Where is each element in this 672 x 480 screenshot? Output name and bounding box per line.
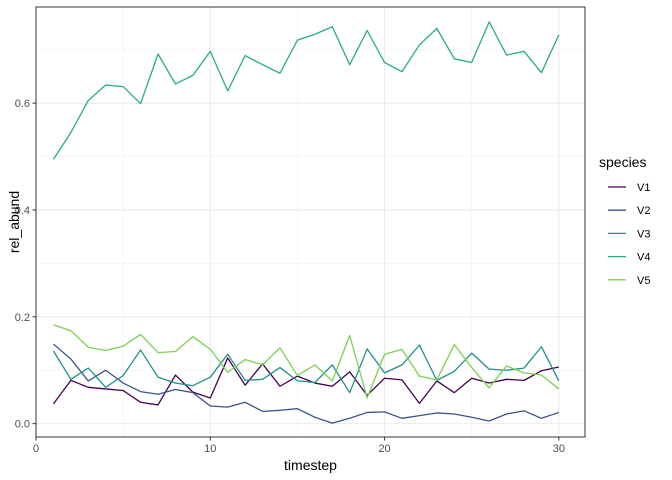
series-line-v1	[52, 357, 559, 406]
series-line-v4	[52, 21, 560, 160]
legend: species V1 V2 V3 V4 V5	[599, 154, 650, 287]
x-axis: 0 10 20 30	[33, 437, 565, 455]
x-tick-label: 20	[378, 443, 390, 455]
legend-label-v2: V2	[637, 205, 650, 217]
y-axis-title: rel_abund	[6, 191, 22, 253]
series-line-v5	[53, 324, 560, 399]
y-tick-label: 0.4	[15, 205, 30, 217]
x-tick-label: 10	[204, 443, 216, 455]
x-axis-title: timestep	[284, 457, 337, 473]
series-lines	[52, 21, 560, 424]
y-tick-label: 0.0	[15, 419, 30, 431]
plot-panel	[35, 6, 586, 438]
series-line-v3	[52, 344, 560, 394]
y-tick-label: 0.6	[15, 98, 30, 110]
panel-background	[36, 7, 585, 437]
x-tick-label: 0	[33, 443, 39, 455]
panel-border	[35, 6, 586, 438]
series-line-v2	[53, 343, 560, 424]
x-tick-label: 30	[553, 443, 565, 455]
legend-label-v3: V3	[637, 228, 650, 240]
y-tick-label: 0.2	[15, 312, 30, 324]
legend-label-v4: V4	[637, 252, 650, 264]
legend-label-v5: V5	[637, 275, 650, 287]
legend-label-v1: V1	[637, 182, 650, 194]
y-axis: 0.0 0.2 0.4 0.6	[15, 98, 36, 431]
legend-title: species	[599, 154, 646, 170]
